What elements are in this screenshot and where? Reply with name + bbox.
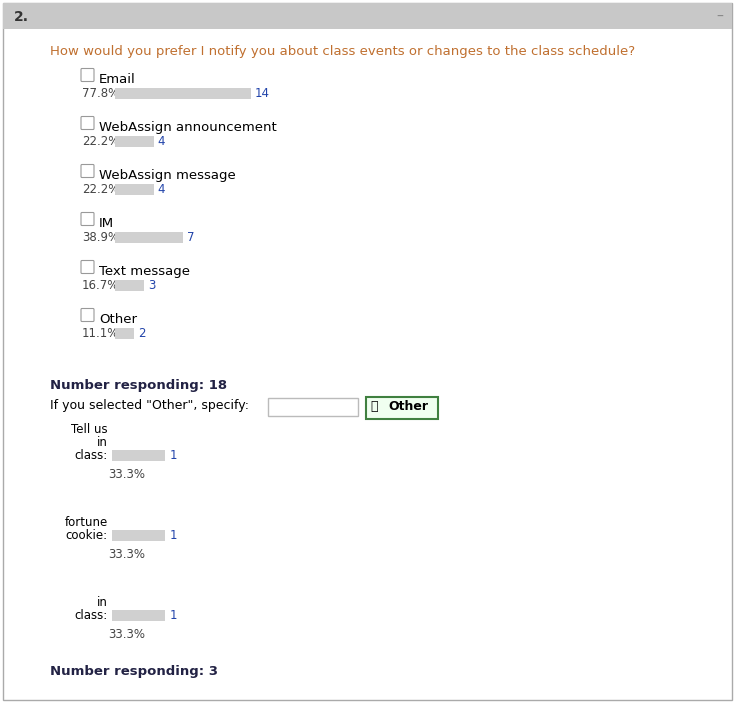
Text: Number responding: 18: Number responding: 18: [50, 378, 227, 392]
Text: How would you prefer I notify you about class events or changes to the class sch: How would you prefer I notify you about …: [50, 46, 635, 58]
Text: 22.2%: 22.2%: [82, 135, 119, 148]
FancyBboxPatch shape: [81, 261, 94, 273]
Text: 1: 1: [169, 449, 177, 462]
FancyBboxPatch shape: [3, 3, 732, 700]
Text: 4: 4: [158, 135, 165, 148]
Text: fortune: fortune: [65, 516, 108, 529]
Text: 77.8%: 77.8%: [82, 87, 119, 100]
Bar: [115, 232, 183, 243]
Text: 2: 2: [138, 327, 146, 340]
Text: –: –: [716, 10, 723, 24]
Text: WebAssign announcement: WebAssign announcement: [99, 121, 277, 134]
Text: 4: 4: [158, 183, 165, 196]
Text: Text message: Text message: [99, 265, 190, 278]
Text: 33.3%: 33.3%: [108, 468, 145, 482]
Bar: [112, 450, 165, 461]
Text: 22.2%: 22.2%: [82, 183, 119, 196]
Text: If you selected "Other", specify:: If you selected "Other", specify:: [50, 399, 249, 413]
FancyBboxPatch shape: [81, 117, 94, 129]
Bar: [115, 136, 154, 147]
Text: WebAssign message: WebAssign message: [99, 169, 236, 182]
Bar: [112, 530, 165, 541]
FancyBboxPatch shape: [81, 68, 94, 82]
Text: IM: IM: [99, 217, 114, 230]
Bar: [115, 280, 144, 291]
Text: Other: Other: [388, 399, 428, 413]
Text: class:: class:: [75, 609, 108, 622]
Text: 33.3%: 33.3%: [108, 628, 145, 642]
Text: in: in: [97, 436, 108, 449]
Text: 38.9%: 38.9%: [82, 231, 119, 244]
Text: 2.: 2.: [14, 10, 29, 24]
Bar: [268, 398, 358, 416]
Text: class:: class:: [75, 449, 108, 462]
Bar: [115, 328, 135, 339]
Text: 1: 1: [169, 609, 177, 622]
FancyBboxPatch shape: [81, 165, 94, 177]
Text: 1: 1: [169, 529, 177, 542]
Bar: [115, 184, 154, 195]
Text: 11.1%: 11.1%: [82, 327, 119, 340]
Text: Number responding: 3: Number responding: 3: [50, 666, 218, 678]
FancyBboxPatch shape: [366, 397, 438, 419]
Text: cookie:: cookie:: [66, 529, 108, 542]
Text: in: in: [97, 596, 108, 609]
Text: 7: 7: [187, 231, 195, 244]
Text: 33.3%: 33.3%: [108, 548, 145, 562]
Text: Tell us: Tell us: [71, 423, 108, 436]
Bar: [3, 3, 732, 29]
Text: 🔑: 🔑: [370, 399, 378, 413]
Bar: [112, 610, 165, 621]
Text: Other: Other: [99, 313, 137, 326]
Text: 14: 14: [255, 87, 270, 100]
FancyBboxPatch shape: [81, 309, 94, 321]
Text: Email: Email: [99, 73, 136, 86]
Text: 16.7%: 16.7%: [82, 279, 119, 292]
Text: 3: 3: [148, 279, 156, 292]
FancyBboxPatch shape: [81, 212, 94, 226]
Bar: [115, 88, 251, 99]
